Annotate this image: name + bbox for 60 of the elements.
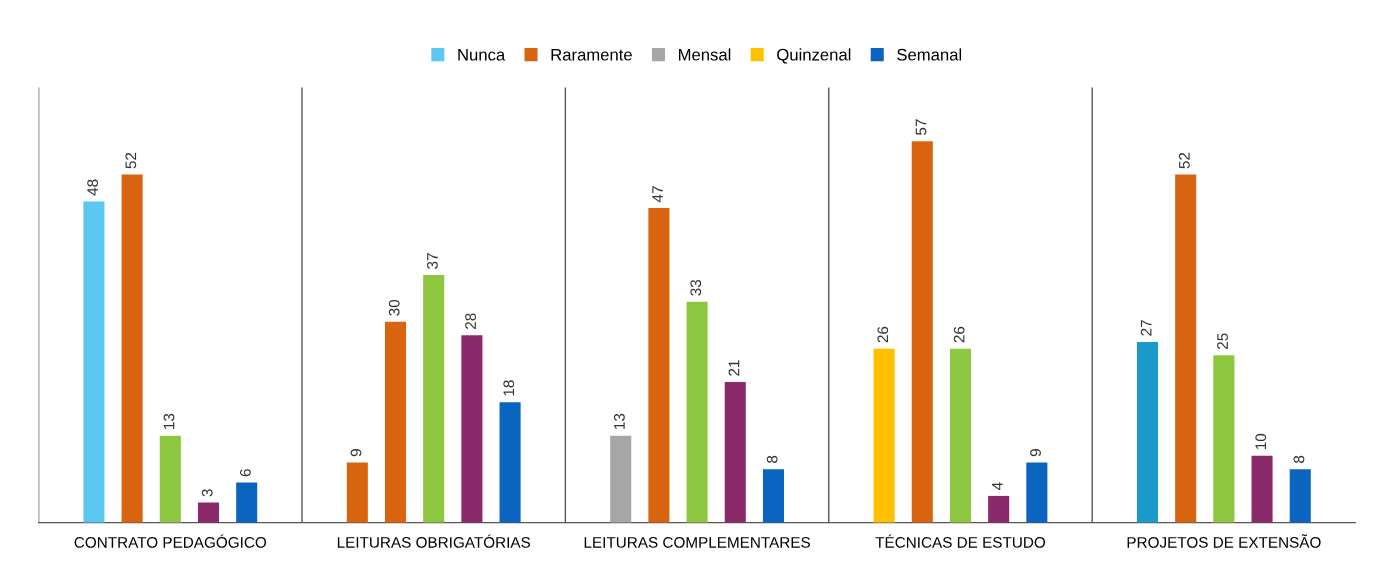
- data-label: 57: [915, 119, 927, 135]
- data-label: 9: [350, 449, 362, 457]
- bar: [461, 335, 483, 523]
- bar: [610, 435, 632, 523]
- data-label: 30: [388, 299, 400, 316]
- data-label: 27: [1140, 320, 1152, 336]
- x-tick-label: PROJETOS DE EXTENSÃO: [1127, 534, 1321, 548]
- data-label: 3: [201, 489, 213, 497]
- data-label: 8: [766, 455, 778, 463]
- data-label: 28: [465, 313, 476, 329]
- data-label: 37: [426, 253, 438, 269]
- data-label: 48: [87, 179, 99, 196]
- data-label: 52: [125, 152, 137, 169]
- bar: [236, 482, 258, 523]
- bar: [988, 495, 1010, 523]
- data-label: 21: [728, 360, 740, 376]
- x-tick-label: TÉCNICAS DE ESTUDO: [875, 534, 1046, 548]
- bar: [873, 348, 895, 523]
- bar: [762, 469, 784, 523]
- bar: [197, 502, 220, 523]
- data-label: 4: [992, 482, 1003, 490]
- bar: [648, 208, 670, 523]
- data-label: 6: [239, 469, 251, 477]
- bar: [949, 348, 972, 523]
- bar: [911, 141, 933, 523]
- legend-label: Mensal: [678, 48, 731, 61]
- data-label: 9: [1030, 449, 1041, 457]
- bar: [159, 435, 181, 523]
- bar: [1251, 455, 1273, 523]
- data-label: 13: [613, 413, 625, 429]
- data-label: 26: [877, 326, 889, 343]
- data-label: 33: [690, 279, 702, 296]
- bar: [83, 201, 105, 523]
- bar: [1136, 341, 1159, 523]
- legend-label: Semanal: [897, 48, 962, 61]
- bar: [499, 402, 521, 523]
- bar: [1213, 355, 1235, 523]
- data-label: 8: [1293, 455, 1305, 463]
- bar: [423, 275, 445, 523]
- data-label: 25: [1217, 333, 1228, 350]
- data-label: 18: [503, 380, 515, 396]
- data-label: 47: [652, 186, 663, 203]
- bar: [724, 382, 746, 523]
- legend-label: Raramente: [551, 48, 632, 61]
- legend-label: Quinzenal: [777, 48, 851, 64]
- data-label: 10: [1255, 433, 1267, 450]
- x-tick-label: LEITURAS COMPLEMENTARES: [584, 536, 810, 548]
- x-tick-label: CONTRATO PEDAGÓGICO: [74, 534, 267, 548]
- bar: [1289, 469, 1311, 523]
- data-label: 26: [953, 326, 965, 343]
- bar: [686, 301, 708, 523]
- bar: [346, 462, 368, 523]
- bar: [1175, 174, 1197, 523]
- bar: [384, 321, 407, 523]
- bar: [1026, 462, 1048, 523]
- legend-label: Nunca: [458, 48, 506, 61]
- data-label: 13: [163, 413, 175, 429]
- bar: [121, 174, 143, 523]
- x-tick-label: LEITURAS OBRIGATÓRIAS: [337, 534, 531, 548]
- data-label: 52: [1178, 152, 1190, 169]
